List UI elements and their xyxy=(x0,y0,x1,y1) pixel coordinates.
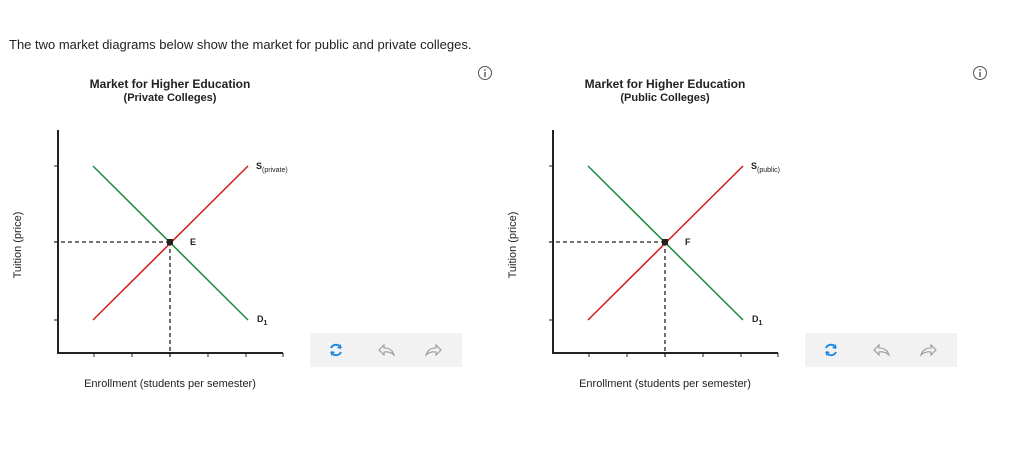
x-axis-label: Enrollment (students per semester) xyxy=(84,378,256,390)
diagram-title: Market for Higher Education xyxy=(585,77,746,91)
toolbar xyxy=(805,333,957,367)
diagram-subtitle: (Public Colleges) xyxy=(620,92,710,104)
supply-label-sub: (public) xyxy=(757,167,780,174)
equilibrium-point xyxy=(167,239,173,245)
toolbar-bg xyxy=(805,333,957,367)
demand-label-sub: 1 xyxy=(264,320,268,327)
demand-label: D1 xyxy=(257,314,268,327)
demand-label-main: D xyxy=(257,314,264,324)
toolbar-bg xyxy=(310,333,462,367)
redo-button[interactable] xyxy=(919,343,937,357)
point-label: F xyxy=(685,237,691,247)
info-icon[interactable] xyxy=(478,66,492,80)
y-axis-label: Tuition (price) xyxy=(507,212,519,279)
intro-text: The two market diagrams below show the m… xyxy=(9,37,471,52)
demand-label: D1 xyxy=(752,314,763,327)
info-circle xyxy=(478,66,492,80)
info-dot xyxy=(979,69,981,71)
equilibrium-point xyxy=(662,239,668,245)
point-label: E xyxy=(190,237,196,247)
supply-label-main: S xyxy=(751,161,757,171)
reset-arrow xyxy=(826,344,836,356)
diagram-panel: Market for Higher Education(Public Colle… xyxy=(507,66,987,390)
diagram-panel: Market for Higher Education(Private Coll… xyxy=(12,66,492,390)
diagram-title: Market for Higher Education xyxy=(90,77,251,91)
y-axis-label: Tuition (price) xyxy=(12,212,24,279)
demand-label-sub: 1 xyxy=(759,320,763,327)
reset-arrow xyxy=(331,344,341,356)
supply-label-main: S xyxy=(256,161,262,171)
redo-button[interactable] xyxy=(424,343,442,357)
info-circle xyxy=(973,66,987,80)
demand-label-main: D xyxy=(752,314,759,324)
supply-label: S(public) xyxy=(751,161,780,174)
undo-button[interactable] xyxy=(873,343,891,357)
diagram-subtitle: (Private Colleges) xyxy=(124,92,217,104)
reset-button[interactable] xyxy=(330,343,342,357)
toolbar xyxy=(310,333,462,367)
supply-label-sub: (private) xyxy=(262,167,288,174)
x-axis-label: Enrollment (students per semester) xyxy=(579,378,751,390)
undo-button[interactable] xyxy=(378,343,396,357)
reset-button[interactable] xyxy=(825,343,837,357)
info-icon[interactable] xyxy=(973,66,987,80)
info-dot xyxy=(484,69,486,71)
supply-label: S(private) xyxy=(256,161,288,174)
